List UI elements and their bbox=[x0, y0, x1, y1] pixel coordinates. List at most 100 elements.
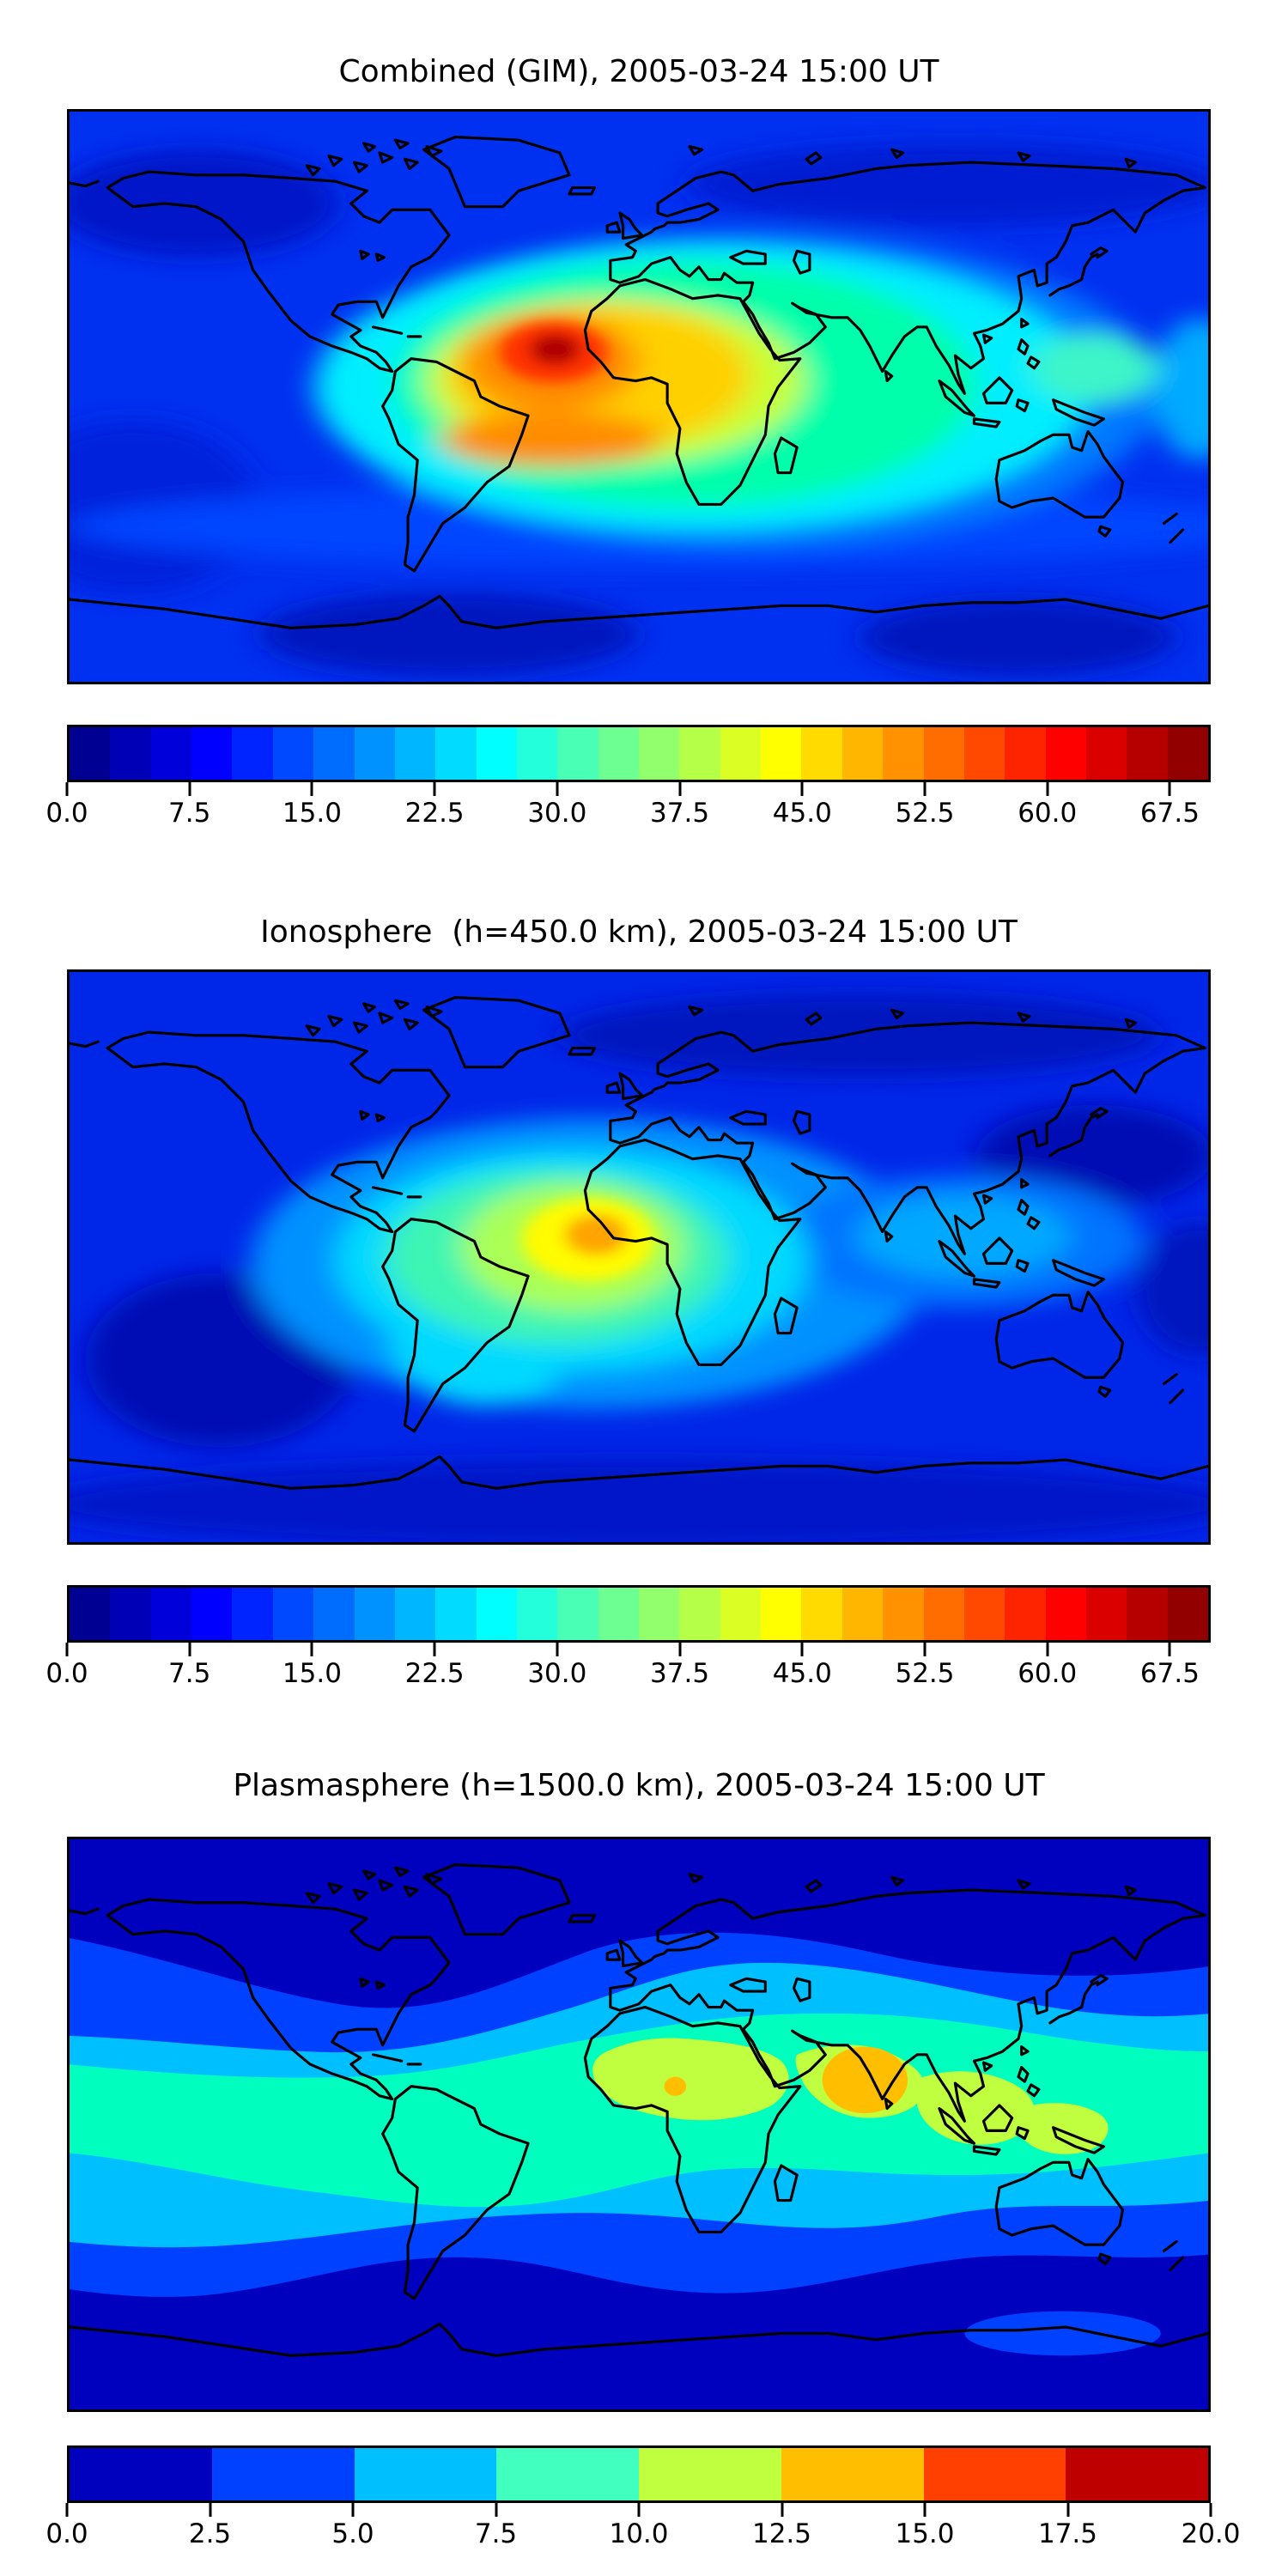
colorbar-tick-label: 22.5 bbox=[404, 1658, 465, 1689]
panel2-map bbox=[67, 969, 1211, 1545]
colorbar-tick-label: 12.5 bbox=[751, 2518, 812, 2549]
colorbar-tick-mark bbox=[310, 782, 313, 796]
colorbar-segment bbox=[70, 1588, 111, 1640]
colorbar-segment bbox=[191, 727, 233, 780]
plasmasphere-contour-plot bbox=[70, 1839, 1208, 2409]
colorbar-segment bbox=[1127, 1588, 1168, 1640]
colorbar-tick-label: 7.5 bbox=[168, 1658, 211, 1689]
colorbar-segment bbox=[761, 727, 802, 780]
colorbar-tick-label: 15.0 bbox=[895, 2518, 955, 2549]
colorbar-segment bbox=[354, 1588, 395, 1640]
colorbar-segment bbox=[1066, 2448, 1208, 2500]
colorbar-tick-label: 30.0 bbox=[527, 798, 587, 829]
colorbar-tick-mark bbox=[1046, 1643, 1049, 1656]
colorbar-segment bbox=[1085, 1588, 1127, 1640]
colorbar-segment bbox=[1045, 727, 1086, 780]
colorbar-tick-mark bbox=[65, 2503, 69, 2517]
colorbar-segment bbox=[1167, 1588, 1208, 1640]
colorbar-tick-label: 30.0 bbox=[527, 1658, 587, 1689]
colorbar-segment bbox=[476, 1588, 517, 1640]
panel1-colorbar bbox=[67, 725, 1211, 782]
colorbar-tick-mark bbox=[923, 2503, 927, 2517]
colorbar-segment bbox=[70, 2448, 212, 2500]
colorbar-segment bbox=[150, 727, 192, 780]
colorbar-tick-label: 2.5 bbox=[188, 2518, 232, 2549]
colorbar-segment bbox=[841, 727, 884, 780]
contour-band-layer bbox=[70, 1839, 1208, 2409]
colorbar-tick-mark bbox=[923, 782, 927, 796]
colorbar-tick-label: 10.0 bbox=[609, 2518, 669, 2549]
colorbar-tick-label: 67.5 bbox=[1139, 798, 1200, 829]
colorbar-segment bbox=[761, 1588, 802, 1640]
colorbar-segment bbox=[232, 1588, 273, 1640]
colorbar-tick-mark bbox=[800, 782, 804, 796]
colorbar-tick-mark bbox=[1046, 782, 1049, 796]
colorbar-segment bbox=[70, 727, 111, 780]
colorbar-tick-label: 52.5 bbox=[895, 1658, 955, 1689]
colorbar-tick-mark bbox=[188, 1643, 191, 1656]
colorbar-tick-label: 37.5 bbox=[650, 798, 710, 829]
panel1-colorbar-ticks: 0.0 7.5 15.0 22.5 30.0 37.5 45.0 52.5 60.0 67.5 bbox=[46, 782, 1211, 844]
colorbar-tick-mark bbox=[209, 2503, 211, 2517]
colorbar-segment bbox=[211, 2448, 355, 2500]
colorbar-segment bbox=[394, 727, 436, 780]
colorbar-tick-mark bbox=[188, 782, 191, 796]
colorbar-segment bbox=[679, 1588, 720, 1640]
colorbar-segment bbox=[557, 727, 598, 780]
panel3-colorbar-ticks: 0.0 2.5 5.0 7.5 10.0 12.5 15.0 17.5 20.0 bbox=[46, 2503, 1241, 2565]
colorbar-tick-mark bbox=[495, 2503, 497, 2517]
colorbar-segment bbox=[516, 1588, 558, 1640]
colorbar-segment bbox=[679, 727, 720, 780]
colorbar-segment bbox=[476, 727, 517, 780]
colorbar-tick-mark bbox=[678, 782, 682, 796]
colorbar-tick-mark bbox=[556, 1643, 559, 1656]
colorbar-tick-label: 60.0 bbox=[1018, 798, 1078, 829]
colorbar-segment bbox=[883, 1588, 924, 1640]
colorbar-segment bbox=[841, 1588, 884, 1640]
colorbar-tick-label: 0.0 bbox=[46, 798, 88, 829]
colorbar-tick-mark bbox=[351, 2503, 355, 2517]
colorbar-tick-mark bbox=[923, 1643, 927, 1656]
colorbar-tick-mark bbox=[1209, 2503, 1212, 2517]
colorbar-segment bbox=[963, 727, 1005, 780]
colorbar-segment bbox=[516, 727, 558, 780]
colorbar-tick-label: 22.5 bbox=[404, 798, 465, 829]
colorbar-tick-label: 15.0 bbox=[282, 798, 342, 829]
colorbar-tick-label: 0.0 bbox=[46, 1658, 88, 1689]
panel2-colorbar-ticks: 0.0 7.5 15.0 22.5 30.0 37.5 45.0 52.5 60.0 67.5 bbox=[46, 1643, 1211, 1704]
colorbar-segment bbox=[313, 1588, 355, 1640]
colorbar-segment bbox=[923, 2448, 1066, 2500]
colorbar-segment bbox=[781, 2448, 924, 2500]
colorbar-tick-mark bbox=[1168, 782, 1171, 796]
colorbar-segment bbox=[1045, 1588, 1086, 1640]
colorbar-tick-label: 67.5 bbox=[1139, 1658, 1200, 1689]
colorbar-tick-label: 7.5 bbox=[474, 2518, 518, 2549]
colorbar-segment bbox=[110, 727, 151, 780]
colorbar-segment bbox=[232, 727, 273, 780]
colorbar-segment bbox=[272, 1588, 314, 1640]
colorbar-segment bbox=[1085, 727, 1127, 780]
colorbar-tick-label: 52.5 bbox=[895, 798, 955, 829]
colorbar-tick-mark bbox=[433, 782, 436, 796]
panel1-title: Combined (GIM), 2005-03-24 15:00 UT bbox=[338, 54, 939, 89]
colorbar-segment bbox=[639, 1588, 680, 1640]
colorbar-tick-label: 5.0 bbox=[331, 2518, 374, 2549]
colorbar-tick-label: 45.0 bbox=[772, 1658, 832, 1689]
colorbar-tick-label: 20.0 bbox=[1181, 2518, 1241, 2549]
colorbar-segment bbox=[354, 2448, 497, 2500]
colorbar-segment bbox=[1005, 727, 1046, 780]
colorbar-segment bbox=[720, 727, 762, 780]
colorbar-tick-mark bbox=[678, 1643, 682, 1656]
ionosphere-contour-plot bbox=[70, 972, 1208, 1542]
colorbar-segment bbox=[598, 727, 640, 780]
colorbar-segment bbox=[923, 727, 964, 780]
colorbar-segment bbox=[923, 1588, 964, 1640]
colorbar-segment bbox=[639, 727, 680, 780]
colorbar-tick-mark bbox=[781, 2503, 783, 2517]
colorbar-tick-mark bbox=[1168, 1643, 1171, 1656]
colorbar-tick-label: 0.0 bbox=[46, 2518, 88, 2549]
panel2-colorbar bbox=[67, 1585, 1211, 1643]
colorbar-tick-label: 17.5 bbox=[1037, 2518, 1098, 2549]
panel3-colorbar bbox=[67, 2445, 1211, 2503]
colorbar-tick-mark bbox=[637, 2503, 641, 2517]
